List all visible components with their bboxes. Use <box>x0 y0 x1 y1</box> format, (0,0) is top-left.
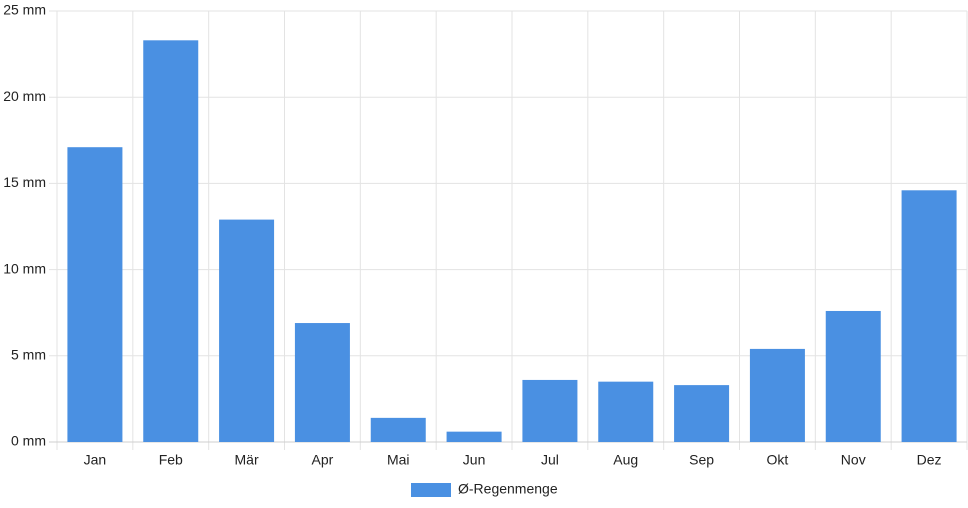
bar <box>294 323 350 442</box>
legend-label: Ø-Regenmenge <box>458 481 558 497</box>
y-tick-label: 10 mm <box>3 260 46 276</box>
y-tick-label: 0 mm <box>11 433 46 449</box>
x-tick-label: Jun <box>463 452 486 468</box>
bar <box>825 310 881 442</box>
bar <box>598 381 654 442</box>
x-tick-label: Jan <box>84 452 107 468</box>
x-tick-label: Nov <box>841 452 866 468</box>
x-tick-label: Sep <box>689 452 714 468</box>
bar <box>67 147 123 443</box>
bar <box>370 417 426 442</box>
bar <box>749 348 805 442</box>
y-tick-label: 25 mm <box>3 2 46 18</box>
x-tick-label: Mär <box>235 452 259 468</box>
bar <box>522 379 578 442</box>
bar <box>219 219 275 442</box>
bar <box>446 431 502 442</box>
x-tick-label: Apr <box>312 452 334 468</box>
x-tick-label: Jul <box>541 452 559 468</box>
x-tick-label: Okt <box>767 452 789 468</box>
bar <box>674 385 730 442</box>
legend-swatch <box>411 483 451 497</box>
bar <box>143 40 199 443</box>
x-tick-label: Feb <box>159 452 183 468</box>
x-tick-label: Aug <box>613 452 638 468</box>
x-tick-label: Dez <box>917 452 942 468</box>
y-tick-label: 15 mm <box>3 174 46 190</box>
y-tick-label: 20 mm <box>3 88 46 104</box>
y-tick-label: 5 mm <box>11 347 46 363</box>
bar <box>901 190 957 442</box>
x-tick-label: Mai <box>387 452 410 468</box>
